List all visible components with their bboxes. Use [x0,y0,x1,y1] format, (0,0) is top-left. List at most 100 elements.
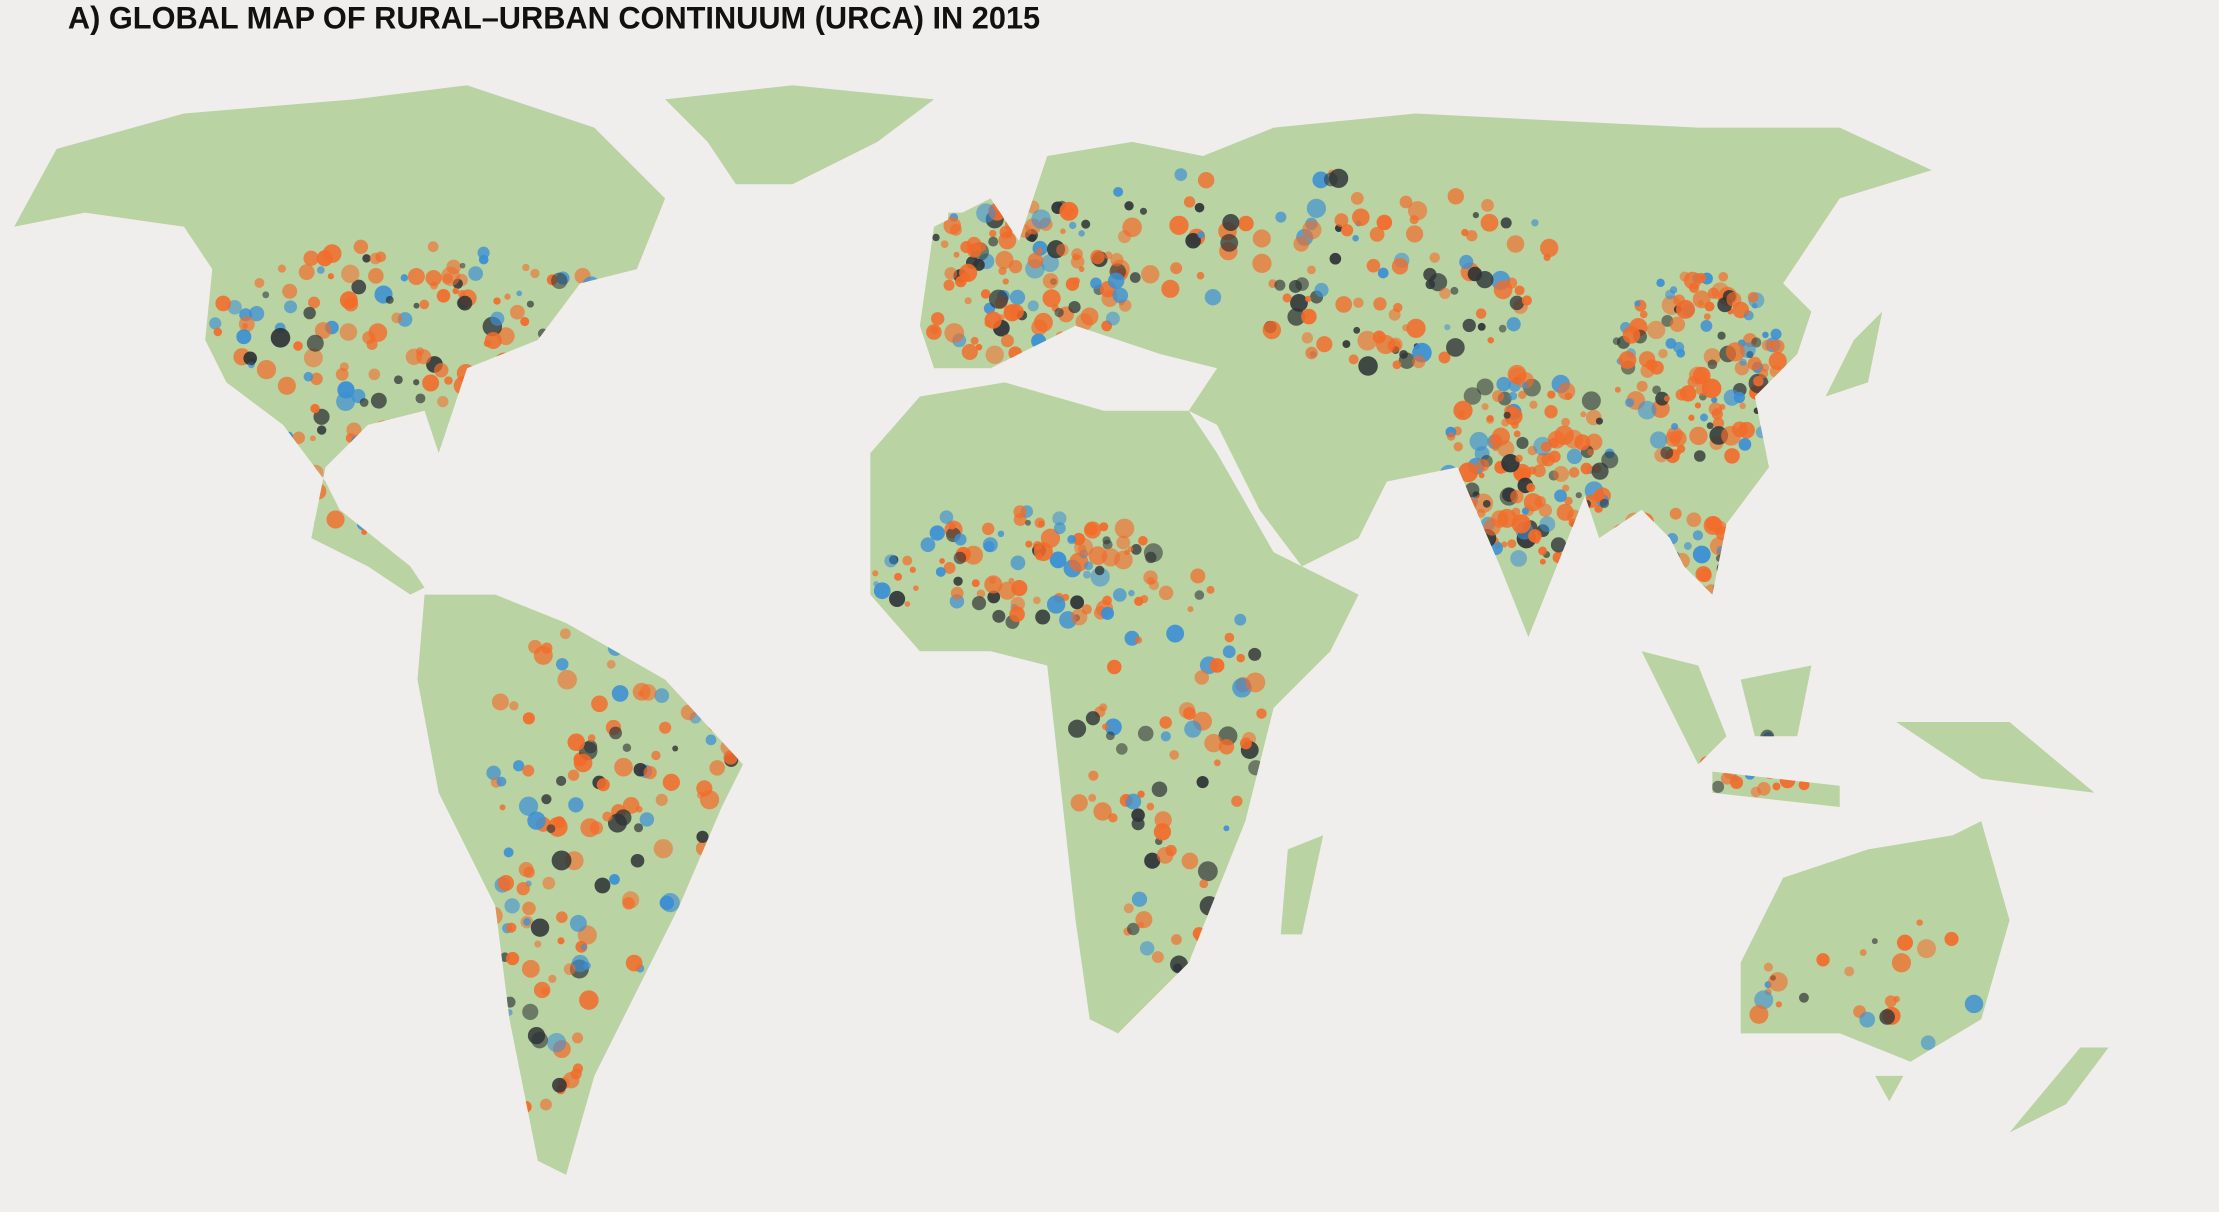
urban-cluster [1035,609,1051,625]
urban-cluster [1145,551,1157,564]
urban-cluster [1290,293,1308,312]
urban-cluster [335,367,349,381]
urban-cluster [1712,417,1725,429]
urban-cluster [1366,258,1381,273]
urban-cluster [1614,386,1621,393]
urban-cluster [1046,595,1066,614]
urban-cluster [1507,539,1517,548]
urban-cluster [980,289,991,299]
urban-cluster [1622,326,1641,344]
urban-cluster [975,343,983,351]
urban-cluster [894,572,903,581]
urban-cluster [1131,891,1148,907]
urban-cluster [459,262,466,269]
urban-cluster [1009,606,1025,622]
urban-cluster [1399,195,1413,209]
urban-cluster [1105,311,1120,326]
urban-cluster [1158,585,1174,601]
urban-cluster [981,522,995,536]
urban-cluster [976,589,986,598]
urban-cluster [1038,520,1045,528]
urban-cluster [1213,759,1221,767]
urban-cluster [292,431,305,444]
urban-cluster [606,659,616,669]
urban-cluster [1334,213,1349,228]
urban-cluster [1917,939,1936,959]
urban-cluster [1711,780,1725,793]
urban-cluster [1392,360,1402,370]
urban-cluster [314,322,332,339]
urban-cluster [985,345,1004,365]
urban-cluster [1373,297,1387,311]
urban-cluster [1350,192,1364,205]
urban-cluster [1141,265,1160,284]
urban-cluster [1231,795,1243,807]
urban-cluster [1245,672,1266,693]
urban-cluster [998,581,1017,600]
urban-cluster [971,579,980,588]
urban-cluster [400,274,408,282]
urban-cluster [1252,229,1271,248]
urban-cluster [1509,295,1525,311]
urban-cluster [1171,934,1182,945]
urban-cluster [1591,462,1609,480]
urban-cluster [622,897,635,910]
urban-cluster [1209,658,1225,673]
urban-cluster [542,876,556,890]
urban-cluster [1751,302,1758,309]
urban-cluster [1692,530,1704,541]
urban-cluster [1013,505,1027,519]
urban-cluster [1450,286,1459,295]
urban-cluster [1127,922,1140,936]
urban-cluster [1439,287,1451,300]
urban-cluster [1129,272,1141,283]
urban-cluster [944,267,958,280]
urban-cluster [540,1098,552,1111]
urban-cluster [1184,720,1202,738]
urban-cluster [522,901,536,916]
urban-cluster [1683,542,1692,550]
urban-cluster [1042,289,1061,308]
urban-cluster [1101,548,1120,567]
urban-cluster [1762,331,1769,339]
urban-cluster [1160,731,1171,742]
urban-cluster [1122,794,1129,801]
urban-cluster [1218,739,1235,755]
urban-cluster [339,323,358,341]
urban-cluster [1488,435,1502,448]
urban-cluster [526,300,534,308]
urban-cluster [1369,227,1385,242]
urban-cluster [998,231,1017,250]
urban-cluster [1181,852,1199,870]
urban-cluster [530,268,540,279]
urban-cluster [1656,278,1665,288]
urban-cluster [359,398,369,407]
urban-cluster [1388,308,1401,321]
urban-cluster [1521,507,1529,515]
urban-cluster [1754,990,1774,1010]
urban-cluster [1725,342,1746,362]
urban-cluster [943,561,956,574]
urban-cluster [1256,708,1267,719]
urban-cluster [953,251,960,258]
urban-cluster [317,425,327,435]
urban-cluster [306,334,324,352]
urban-cluster [1595,417,1603,425]
urban-cluster [1027,252,1044,269]
urban-cluster [1612,337,1621,346]
urban-cluster [1466,230,1478,242]
urban-cluster [1376,214,1393,231]
urban-cluster [313,408,330,425]
urban-cluster [484,332,502,350]
urban-cluster [1035,552,1043,561]
urban-cluster [1081,219,1091,229]
urban-cluster [1438,351,1451,364]
urban-cluster [213,327,223,337]
urban-cluster [1501,454,1520,473]
urban-cluster [1166,624,1185,643]
urban-cluster [1131,817,1145,831]
urban-cluster [1564,496,1573,506]
urban-cluster [1348,354,1359,365]
urban-cluster [1125,793,1142,810]
urban-cluster [1504,407,1523,426]
